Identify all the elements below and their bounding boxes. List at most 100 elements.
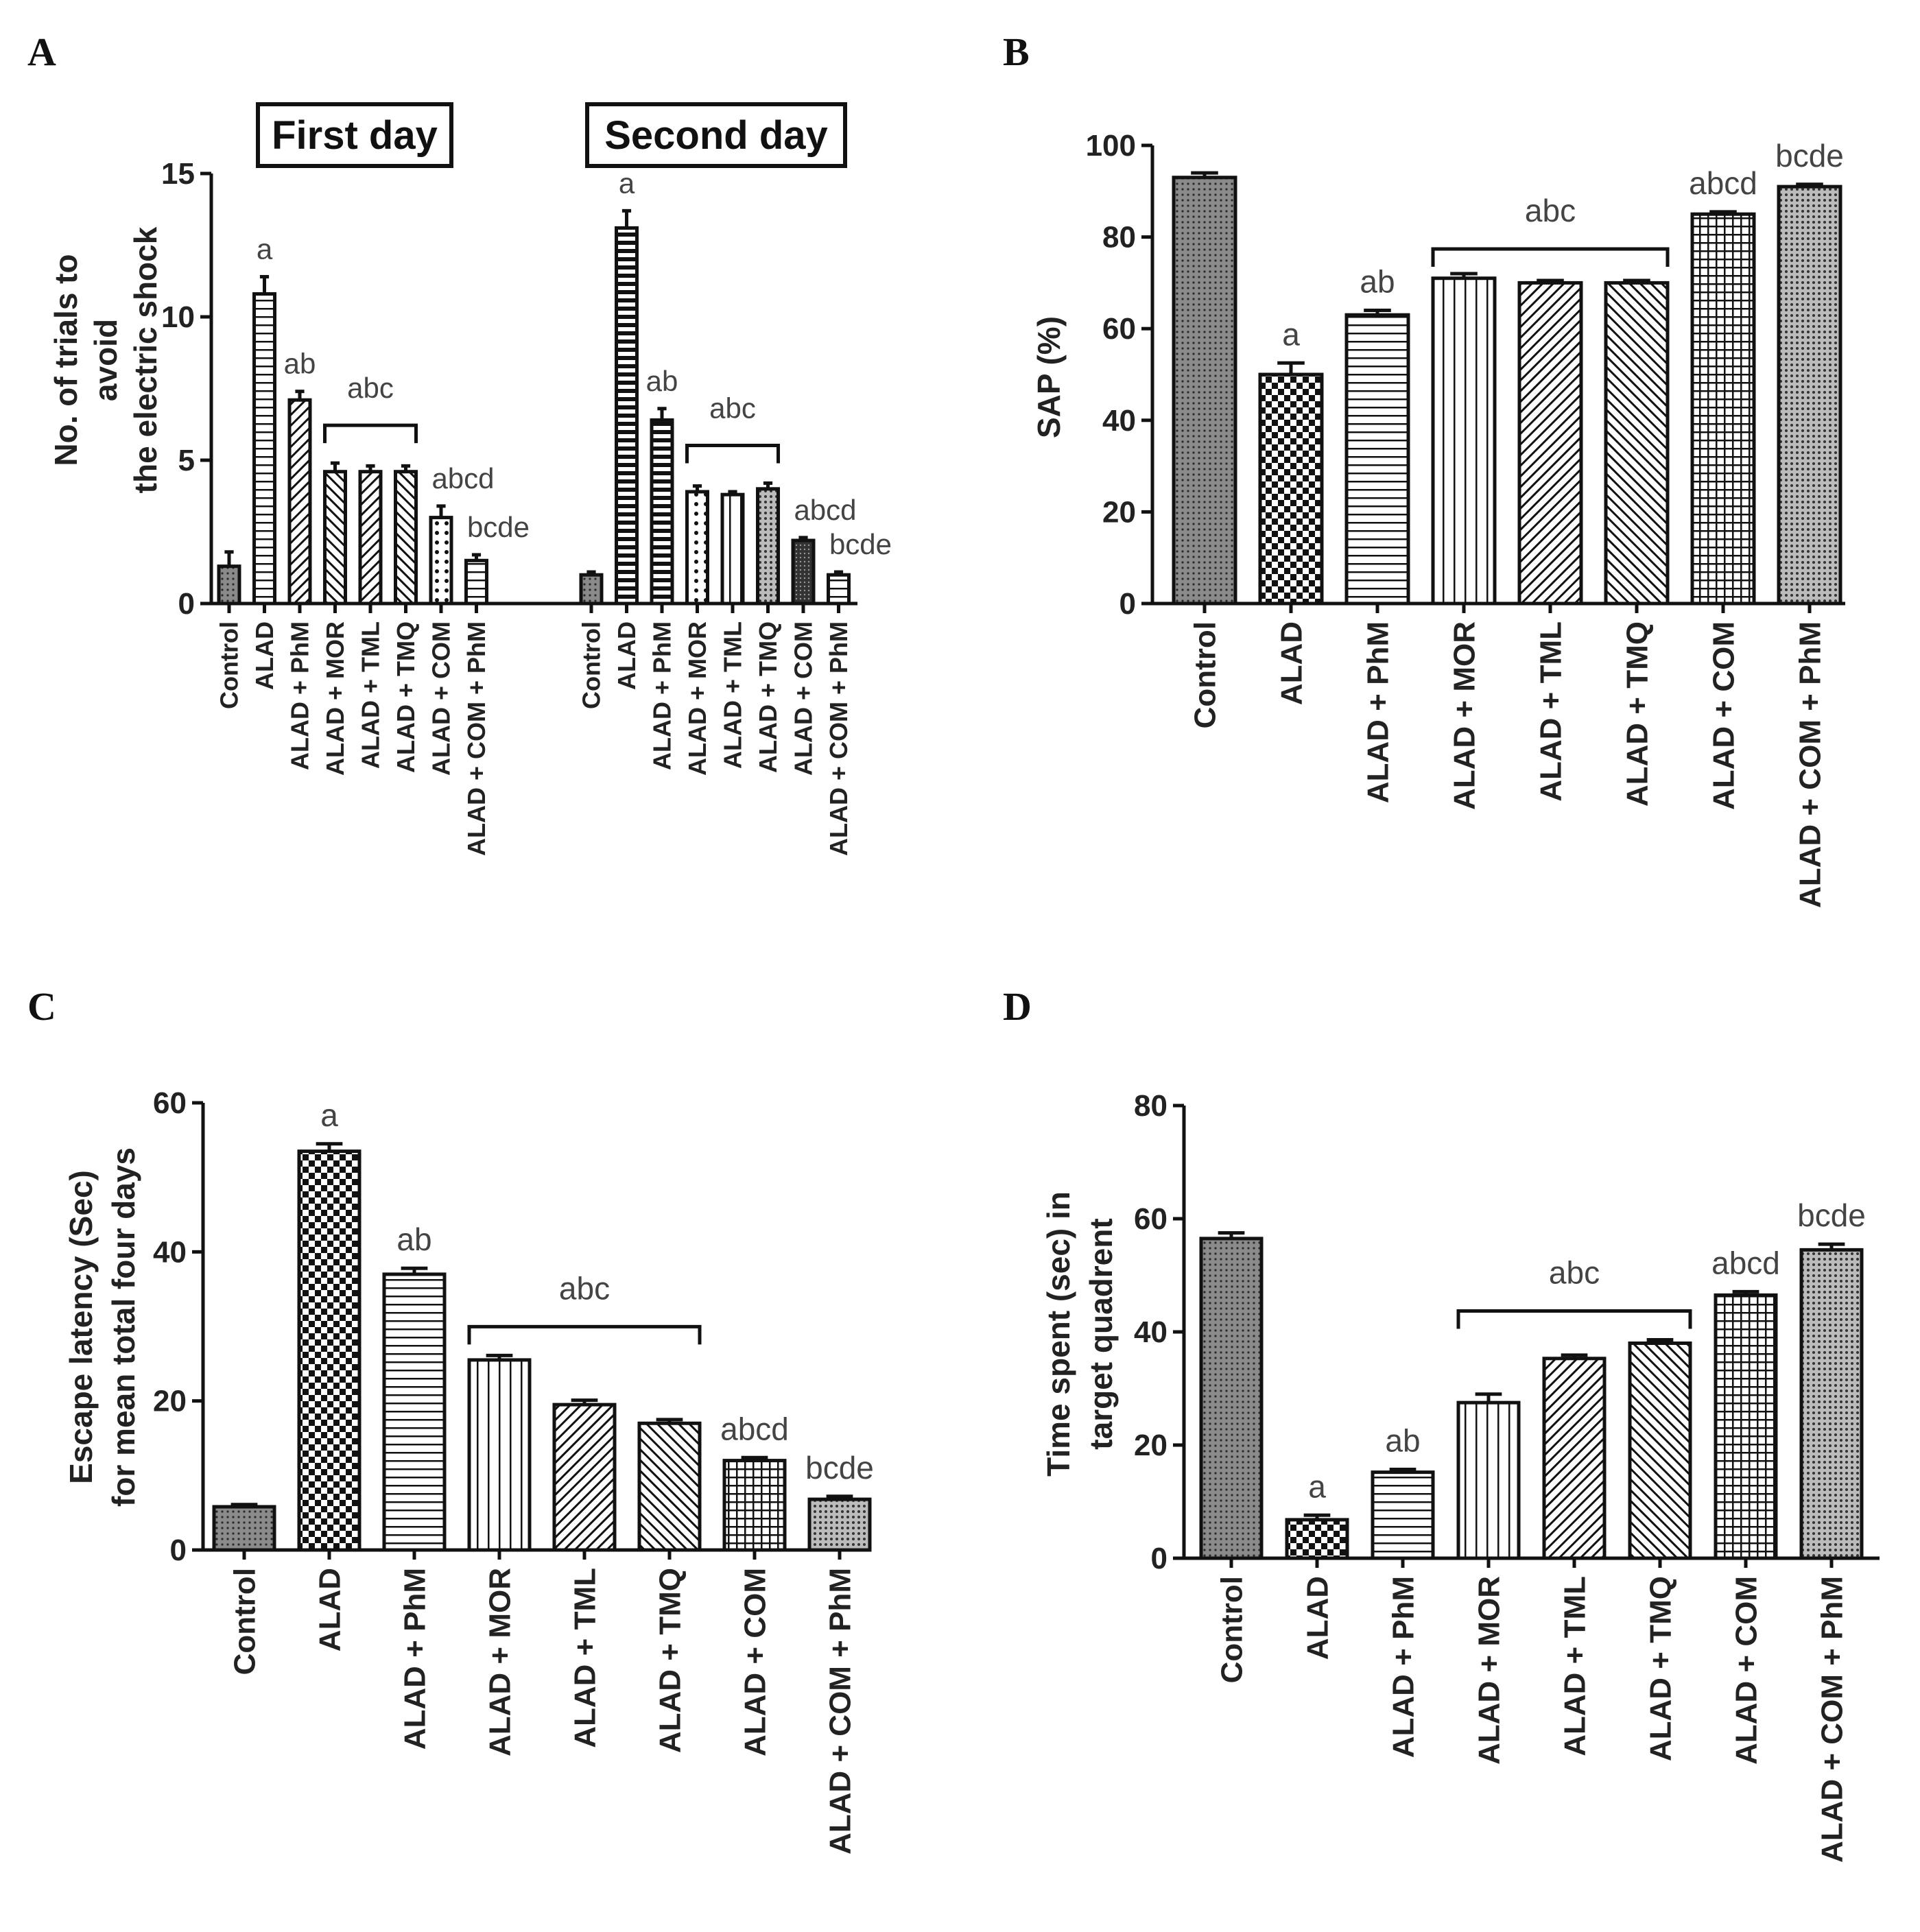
panel-a-category-label: ALAD + TMQ bbox=[754, 621, 782, 773]
panel-letter-b: B bbox=[1003, 29, 1030, 74]
panel-a-y-tick-label: 0 bbox=[178, 587, 195, 621]
panel-d-chart: 0 20 40 60 80 Time spent (sec) in target quadr… bbox=[1041, 1089, 1880, 1863]
panel-d-bar bbox=[1714, 1293, 1778, 1560]
panel-a-category-label: ALAD + PhM bbox=[648, 621, 676, 770]
panel-a-category-label: ALAD bbox=[613, 621, 641, 690]
panel-c-bar bbox=[637, 1421, 702, 1552]
panel-a-bar bbox=[827, 573, 851, 606]
panel-d-bar bbox=[1799, 1248, 1864, 1560]
panel-a-y-axis-label: No. of trials to avoid the electric shock bbox=[48, 226, 163, 493]
panel-c-significance-label: bcde bbox=[805, 1450, 874, 1486]
panel-b-significance-label: abcd bbox=[1689, 165, 1757, 201]
panel-c-bracket bbox=[467, 1324, 702, 1345]
panel-d-category-label: ALAD + COM bbox=[1729, 1576, 1763, 1765]
panel-a-significance-label: ab bbox=[284, 348, 316, 380]
panel-c-category-label: ALAD + PhM bbox=[398, 1568, 431, 1750]
panel-c-significance-label: ab bbox=[396, 1221, 431, 1257]
panel-b-bar bbox=[1258, 372, 1324, 606]
panel-b-chart: 0 20 40 60 80 100 SAP (%) Control ALAD a ALAD + Ph… bbox=[1031, 129, 1845, 908]
panel-a-y-axis-label-line: No. of trials to bbox=[48, 254, 84, 466]
panel-a-day-box bbox=[256, 102, 453, 168]
panel-b-significance-label: ab bbox=[1360, 263, 1395, 299]
panel-d-y-tick-label: 0 bbox=[1151, 1542, 1168, 1575]
panel-a-y-axis-label-line: avoid bbox=[88, 319, 123, 401]
panel-letter-d: D bbox=[1003, 984, 1032, 1029]
panel-a-category-label: ALAD + TML bbox=[357, 621, 385, 769]
panel-letter-c: C bbox=[27, 984, 56, 1029]
panel-b-category-label: ALAD + COM + PhM bbox=[1793, 621, 1827, 908]
panel-d-category-label: ALAD + PhM bbox=[1386, 1576, 1420, 1758]
panel-c-y-tick-label: 60 bbox=[153, 1086, 187, 1120]
panel-a-significance-label: a bbox=[257, 232, 273, 265]
panel-d-y-tick-label: 60 bbox=[1134, 1202, 1168, 1236]
panel-b-bar bbox=[1431, 276, 1497, 606]
panel-d-bar bbox=[1285, 1518, 1349, 1560]
panel-a-category-label: ALAD + COM + PhM bbox=[825, 621, 853, 856]
panel-a-category-label: ALAD + COM + PhM bbox=[462, 621, 490, 856]
panel-b-bar bbox=[1777, 184, 1842, 606]
panel-b-significance-label: bcde bbox=[1775, 138, 1844, 174]
panel-d-category-label: ALAD + COM + PhM bbox=[1815, 1576, 1849, 1863]
panel-a-category-label: ALAD + TML bbox=[719, 621, 747, 769]
panel-a-significance-label: a bbox=[619, 167, 635, 199]
panel-a-category-label: ALAD + COM bbox=[427, 621, 455, 776]
panel-c-bracket-label: abc bbox=[559, 1270, 610, 1306]
panel-b-bracket bbox=[1431, 247, 1670, 267]
panel-a-bar bbox=[252, 292, 276, 606]
panel-b-category-label: ALAD bbox=[1275, 621, 1308, 705]
panel-d-bracket-label: abc bbox=[1549, 1255, 1600, 1291]
panel-a-bar bbox=[650, 418, 674, 606]
panel-c-y-axis-label-line: for mean total four days bbox=[106, 1147, 141, 1507]
panel-a-significance-label: ab bbox=[646, 365, 678, 397]
panel-b-y-tick-label: 60 bbox=[1102, 312, 1136, 346]
panel-a-bar bbox=[720, 492, 745, 606]
panel-d-y-tick-label: 80 bbox=[1134, 1089, 1168, 1123]
panel-d-significance-label: bcde bbox=[1797, 1197, 1866, 1233]
panel-d-bar bbox=[1371, 1470, 1435, 1560]
panel-a-category-label: ALAD + MOR bbox=[683, 621, 711, 776]
panel-b-y-tick-label: 0 bbox=[1119, 587, 1136, 621]
panel-c-significance-label: abcd bbox=[720, 1411, 789, 1446]
panel-c-bar bbox=[807, 1497, 872, 1552]
panel-a-y-tick-label: 5 bbox=[178, 444, 195, 477]
panel-d-bar bbox=[1456, 1400, 1521, 1560]
panel-c-bar bbox=[722, 1459, 787, 1552]
panel-b-y-tick-label: 40 bbox=[1102, 404, 1136, 438]
panel-a-significance-label: abcd bbox=[431, 462, 494, 494]
panel-c-category-label: ALAD + MOR bbox=[483, 1568, 517, 1756]
panel-c-bar bbox=[297, 1149, 362, 1552]
panel-b-y-tick-label: 20 bbox=[1102, 495, 1136, 529]
panel-c-y-tick-label: 40 bbox=[153, 1235, 187, 1269]
panel-d-category-label: ALAD + TMQ bbox=[1644, 1576, 1677, 1761]
panel-c-y-axis-label-line: Escape latency (Sec) bbox=[63, 1170, 99, 1484]
panel-b-category-label: ALAD + COM bbox=[1707, 621, 1740, 810]
panel-b-category-label: ALAD + PhM bbox=[1361, 621, 1395, 803]
panel-d-bar bbox=[1199, 1237, 1264, 1560]
panel-a-category-label: Control bbox=[578, 621, 606, 709]
panel-d-y-axis-label: Time spent (sec) in target quadrent bbox=[1041, 1191, 1119, 1477]
panel-a-bar bbox=[287, 398, 312, 606]
panel-b-category-label: Control bbox=[1188, 621, 1222, 728]
panel-c-category-label: Control bbox=[228, 1568, 261, 1675]
panel-c-y-tick-label: 0 bbox=[170, 1534, 187, 1567]
panel-a-bracket bbox=[685, 443, 780, 464]
panel-c-y-tick-label: 20 bbox=[153, 1385, 187, 1418]
panel-d-category-label: ALAD + TML bbox=[1558, 1576, 1591, 1756]
panel-c-bar bbox=[212, 1505, 276, 1552]
panel-d-y-axis-label-line: Time spent (sec) in bbox=[1041, 1191, 1076, 1477]
panel-a-day-title: First day bbox=[272, 113, 438, 158]
panel-c-y-axis-label: Escape latency (Sec) for mean total four … bbox=[63, 1147, 141, 1507]
panel-d-y-tick-label: 20 bbox=[1134, 1429, 1168, 1462]
panel-c-category-label: ALAD + COM + PhM bbox=[823, 1568, 857, 1855]
panel-a-category-label: ALAD + MOR bbox=[321, 621, 349, 776]
panel-b-bar bbox=[1690, 212, 1756, 606]
panel-b-bar bbox=[1172, 176, 1237, 606]
panel-a-bracket bbox=[323, 423, 418, 444]
panel-a-category-label: Control bbox=[215, 621, 244, 709]
panel-a-bar bbox=[615, 226, 639, 606]
panel-b-bar bbox=[1344, 313, 1410, 606]
panel-d-bar bbox=[1628, 1341, 1692, 1560]
panel-a-day-title: Second day bbox=[604, 113, 828, 158]
panel-a-category-label: ALAD + COM bbox=[790, 621, 818, 776]
panel-b-y-axis-label: SAP (%) bbox=[1031, 316, 1067, 438]
